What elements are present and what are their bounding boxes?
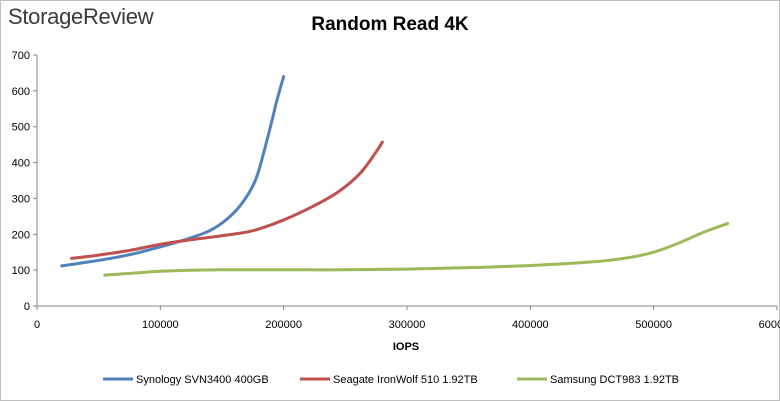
x-tick-label: 600000	[759, 319, 780, 331]
series-layer	[60, 75, 730, 277]
storagereview-logo: StorageReview	[8, 4, 154, 29]
x-tick-label: 200000	[265, 319, 302, 331]
axes: 0 100 200 300 400 500 600 700 0 100000 200000 30000…	[12, 50, 780, 331]
x-tick-label: 500000	[635, 319, 672, 331]
y-tick-label: 200	[12, 229, 30, 241]
x-tick-label: 300000	[389, 319, 426, 331]
x-tick-label: 400000	[512, 319, 549, 331]
y-tick-label: 500	[12, 122, 30, 134]
series-line-2	[70, 140, 384, 260]
series-line-1	[60, 75, 286, 268]
y-tick-label: 100	[12, 265, 30, 277]
legend-label-1: Synology SVN3400 400GB	[136, 374, 269, 386]
x-tick-label: 100000	[142, 319, 179, 331]
legend: Synology SVN3400 400GB Seagate IronWolf 5…	[103, 374, 679, 386]
y-tick-label: 400	[12, 158, 30, 170]
x-tick-label: 0	[34, 319, 40, 331]
legend-label-2: Seagate IronWolf 510 1.92TB	[333, 374, 478, 386]
y-tick-label: 300	[12, 193, 30, 205]
y-tick-label: 0	[24, 301, 30, 313]
series-line-3	[103, 222, 730, 277]
y-tick-label: 600	[12, 86, 30, 98]
legend-label-3: Samsung DCT983 1.92TB	[550, 374, 679, 386]
chart-title: Random Read 4K	[311, 14, 469, 35]
y-tick-label: 700	[12, 50, 30, 62]
x-axis-title: IOPS	[393, 341, 419, 353]
